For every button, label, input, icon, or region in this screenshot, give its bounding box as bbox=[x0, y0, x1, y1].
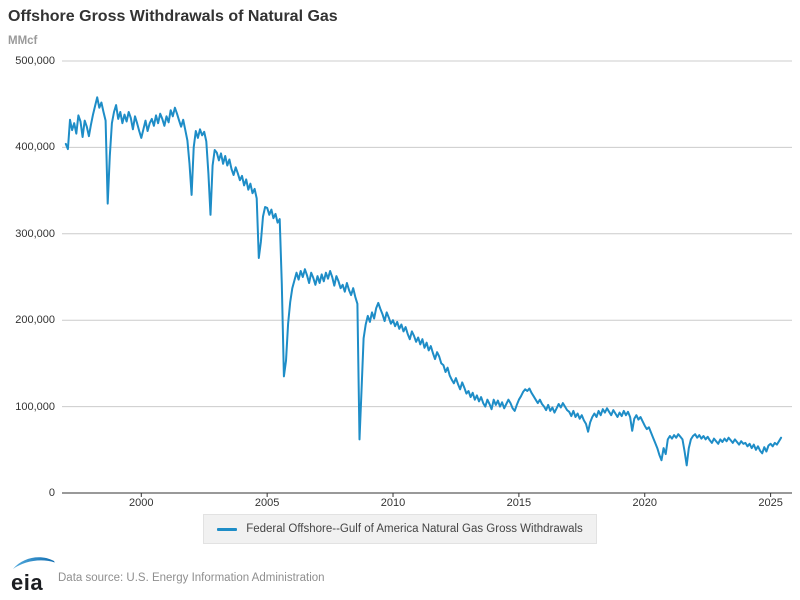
x-tick-label: 2020 bbox=[632, 497, 657, 509]
series-line bbox=[64, 96, 783, 467]
y-axis-unit-label: MMcf bbox=[8, 35, 38, 47]
y-tick-label: 100,000 bbox=[15, 400, 55, 413]
data-source-text: Data source: U.S. Energy Information Adm… bbox=[58, 572, 325, 584]
y-tick-label: 0 bbox=[48, 487, 55, 499]
x-tick-label: 2000 bbox=[129, 497, 154, 509]
legend-label: Federal Offshore--Gulf of America Natura… bbox=[246, 523, 583, 535]
legend-line-swatch-icon bbox=[217, 527, 238, 531]
y-tick-label: 500,000 bbox=[15, 55, 55, 67]
eia-logo-text: eia bbox=[11, 570, 44, 595]
y-tick-label: 400,000 bbox=[15, 141, 55, 154]
legend-container: Federal Offshore--Gulf of America Natura… bbox=[0, 514, 800, 544]
chart-title: Offshore Gross Withdrawals of Natural Ga… bbox=[8, 8, 338, 25]
gridlines bbox=[62, 60, 792, 408]
eia-logo-swoosh-icon bbox=[13, 557, 55, 569]
y-tick-label: 300,000 bbox=[15, 227, 55, 240]
legend-item[interactable]: Federal Offshore--Gulf of America Natura… bbox=[203, 514, 597, 544]
y-tick-label: 200,000 bbox=[15, 314, 55, 327]
eia-logo: eia bbox=[10, 555, 56, 595]
x-axis bbox=[62, 492, 792, 497]
series-line-group bbox=[64, 96, 783, 467]
x-tick-label: 2025 bbox=[758, 497, 783, 509]
x-tick-label: 2010 bbox=[380, 497, 406, 509]
x-tick-label: 2005 bbox=[254, 497, 280, 509]
x-tick-label: 2015 bbox=[506, 497, 532, 509]
